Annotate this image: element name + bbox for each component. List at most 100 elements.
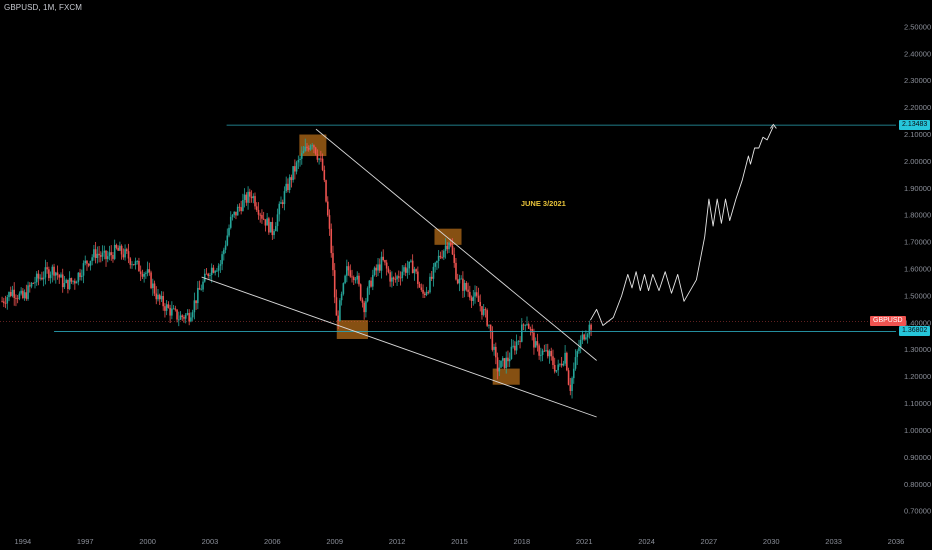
candle-body	[268, 218, 270, 233]
candle-body	[157, 294, 159, 300]
candle-body	[32, 283, 35, 284]
candle-body	[35, 273, 38, 283]
candle-body	[247, 191, 249, 203]
candle-body	[46, 267, 48, 270]
candle-body	[366, 288, 369, 302]
candle-body	[477, 295, 480, 302]
candle-body	[200, 289, 203, 291]
candle-body	[292, 166, 294, 181]
candle-body	[245, 194, 248, 203]
candle-body	[498, 367, 501, 372]
candle-body	[446, 245, 449, 250]
candle-body	[508, 359, 511, 362]
candle-body	[430, 276, 433, 279]
candle-body	[491, 331, 494, 350]
candle-body	[449, 242, 452, 246]
time-axis[interactable]: 1994 1997 2000 2003 2006 2009 2012 2015 2018 2021…	[15, 537, 905, 546]
candle-body	[404, 267, 407, 273]
candle-body	[302, 150, 305, 154]
candle-body	[205, 273, 208, 275]
candle-body	[352, 277, 355, 280]
candle-body	[224, 245, 227, 250]
candle-body	[406, 268, 409, 273]
candle-body	[207, 273, 210, 277]
horizontal-levels	[0, 124, 896, 332]
candle-body	[486, 310, 488, 326]
candle-body	[373, 267, 376, 275]
x-tick-label: 2012	[389, 537, 406, 546]
candle-body	[318, 158, 320, 160]
candle-body	[550, 350, 553, 357]
x-tick-label: 2006	[264, 537, 281, 546]
candle-body	[444, 245, 447, 251]
candle-body	[307, 148, 310, 150]
candle-body	[474, 292, 476, 297]
candle-body	[103, 250, 106, 253]
candle-body	[295, 162, 298, 172]
candle-body	[372, 274, 374, 287]
candle-body	[527, 324, 530, 329]
candle-body	[51, 266, 54, 275]
candle-body	[463, 282, 466, 291]
candle-body	[203, 273, 206, 282]
candle-body	[354, 279, 357, 281]
candle-body	[382, 256, 385, 261]
candle-body	[571, 378, 573, 391]
candle-body	[384, 260, 386, 263]
candle-body	[515, 341, 518, 351]
candle-body	[134, 261, 137, 266]
highlight-box	[434, 228, 462, 245]
candle-body	[274, 226, 277, 232]
candle-body	[512, 345, 514, 347]
candle-body	[425, 291, 428, 296]
candle-body	[505, 357, 508, 368]
candle-body	[524, 324, 527, 326]
candle-body	[396, 276, 398, 280]
candle-body	[148, 269, 151, 273]
candle-body	[321, 158, 324, 170]
candle-body	[269, 221, 272, 233]
projection-line	[590, 126, 774, 326]
projection-arrow	[769, 123, 777, 129]
candle-body	[309, 145, 312, 150]
candle-body	[39, 277, 41, 279]
candle-body	[91, 257, 93, 261]
candle-body	[8, 292, 10, 298]
candle-body	[28, 285, 31, 287]
y-tick-label: 0.80000	[904, 480, 931, 489]
candle-body	[3, 301, 5, 303]
candle-body	[72, 280, 74, 282]
candle-body	[510, 346, 513, 360]
candle-body	[129, 258, 132, 265]
candle-body	[519, 340, 521, 342]
candle-body	[456, 279, 459, 284]
candle-body	[198, 287, 201, 290]
candle-body	[325, 180, 327, 202]
candle-body	[526, 324, 528, 325]
candle-body	[397, 276, 400, 278]
candle-body	[562, 363, 565, 366]
candle-body	[501, 358, 504, 361]
y-tick-label: 1.10000	[904, 399, 931, 408]
candle-body	[458, 278, 461, 284]
candle-body	[496, 357, 499, 372]
candle-body	[521, 324, 523, 342]
candle-body	[27, 285, 29, 299]
candle-body	[522, 324, 525, 326]
candle-body	[538, 345, 540, 356]
candle-body	[155, 293, 158, 300]
candle-body	[340, 293, 343, 301]
candle-body	[30, 283, 33, 287]
candle-body	[529, 328, 532, 330]
y-tick-label: 2.20000	[904, 103, 931, 112]
candle-body	[342, 283, 345, 294]
candle-body	[236, 206, 239, 216]
candle-body	[42, 277, 45, 280]
trendlines	[201, 128, 597, 418]
price-axis[interactable]: 2.50000 2.40000 2.30000 2.20000 2.10000 2.000…	[904, 22, 931, 515]
candle-body	[120, 245, 123, 255]
candle-body	[507, 357, 509, 362]
candle-body	[540, 354, 542, 356]
candle-body	[106, 256, 109, 260]
